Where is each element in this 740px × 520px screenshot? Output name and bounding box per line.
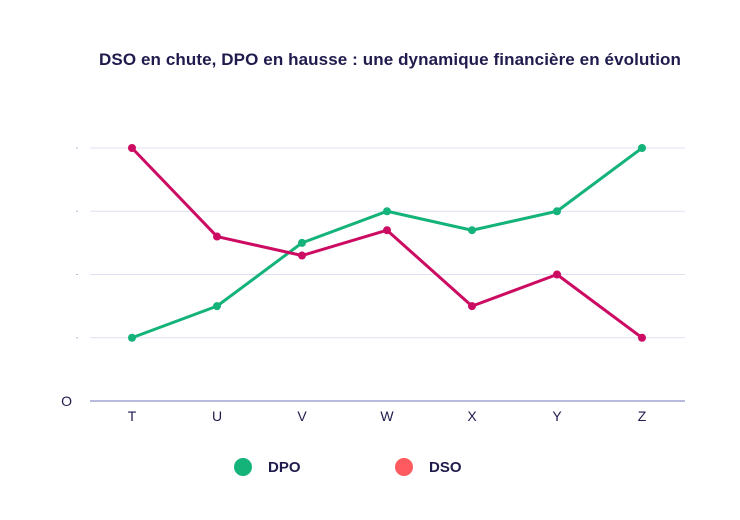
data-point-dpo: [213, 302, 221, 311]
data-point-dso: [638, 333, 646, 342]
data-point-dso: [213, 232, 221, 241]
data-point-dpo: [383, 207, 391, 216]
data-point-dpo: [128, 333, 136, 342]
x-tick-label: Z: [638, 408, 647, 424]
legend-label-dpo: DPO: [268, 459, 301, 476]
data-point-dso: [128, 144, 136, 152]
x-tick-label: Y: [552, 408, 562, 424]
data-point-dpo: [298, 238, 306, 247]
x-tick-label: V: [297, 408, 307, 424]
data-point-dso: [298, 251, 306, 260]
data-point-dpo: [638, 144, 646, 152]
x-tick-label: X: [467, 408, 477, 424]
data-point-dpo: [468, 226, 476, 235]
data-point-dso: [468, 302, 476, 311]
x-tick-label: T: [128, 408, 137, 424]
x-tick-label: U: [212, 408, 222, 424]
y-tick-label: O: [61, 393, 72, 409]
series-line-dpo: [130, 146, 644, 340]
chart-title: DSO en chute, DPO en hausse : une dynami…: [99, 50, 681, 69]
data-point-dso: [383, 226, 391, 235]
data-point-dso: [553, 270, 561, 279]
legend-label-dso: DSO: [429, 459, 462, 476]
data-point-dpo: [553, 207, 561, 216]
x-tick-label: W: [380, 408, 394, 424]
legend-marker-dpo: [234, 458, 252, 476]
legend-marker-dso: [395, 458, 413, 476]
